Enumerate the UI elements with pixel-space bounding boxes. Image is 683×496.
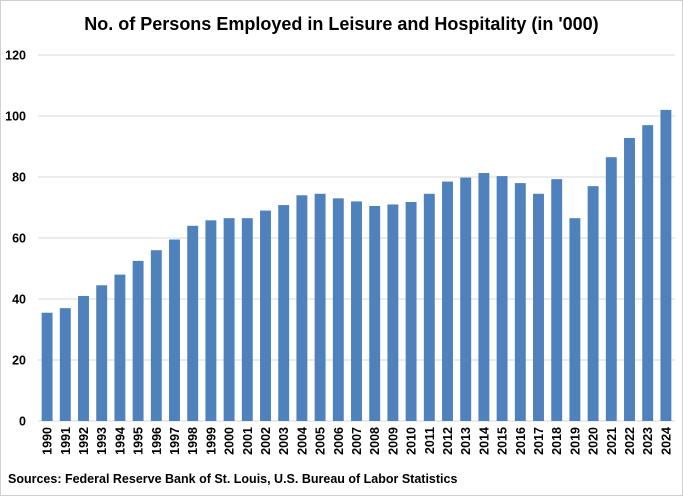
bar-2020 [587,186,599,421]
bar-2022 [624,137,635,421]
x-tick-label: 2010 [405,427,419,455]
bar-2024 [660,109,672,422]
bar-2006 [332,198,344,421]
x-tick-label: 2020 [587,427,601,455]
bar-2015 [496,176,508,421]
x-axis-tick-labels: 1990 1991 1992 1993 1994 1995 1996 1997 1998 1999… [41,427,674,455]
bar-2011 [423,193,435,421]
x-tick-label: 2009 [386,427,400,455]
x-tick-label: 1991 [59,427,73,455]
x-tick-label: 2017 [532,427,546,455]
x-tick-label: 2008 [368,427,382,455]
x-tick-label: 1995 [132,427,146,455]
x-tick-label: 2005 [314,427,328,455]
bar-2005 [314,193,326,421]
bar-2004 [296,195,308,421]
x-tick-label: 1998 [186,427,200,455]
x-tick-label: 2018 [550,427,564,455]
x-tick-label: 2022 [623,427,637,455]
x-tick-label: 1996 [150,427,164,455]
bar-1990 [41,312,53,421]
x-tick-label: 2004 [295,427,309,455]
bar-2008 [369,205,381,421]
x-tick-label: 2007 [350,427,364,455]
bar-1996 [150,250,162,421]
x-tick-label: 2006 [332,427,346,455]
y-tick-label: 80 [12,171,26,185]
bar-1993 [96,285,108,421]
bars [41,109,672,422]
bar-2000 [223,218,235,421]
x-tick-label: 2021 [605,427,619,455]
x-tick-label: 2024 [659,427,673,455]
x-tick-label: 1992 [77,427,91,455]
bar-2018 [551,179,563,421]
y-tick-label: 0 [19,415,26,429]
x-tick-label: 2016 [514,427,528,455]
x-tick-label: 1990 [41,427,55,455]
x-tick-label: 2012 [441,427,455,455]
x-tick-label: 1994 [113,427,127,455]
y-tick-label: 20 [12,354,26,368]
x-tick-label: 2002 [259,427,273,455]
bar-2017 [533,193,544,421]
x-tick-label: 1993 [95,427,109,455]
bar-2010 [405,202,417,421]
x-tick-label: 2003 [277,427,291,455]
y-tick-label: 40 [12,293,26,307]
y-axis-tick-labels: 0 20 40 60 80 100 120 [5,49,26,429]
chart-title: No. of Persons Employed in Leisure and H… [84,14,599,34]
bar-1999 [205,220,217,421]
x-tick-label: 2001 [241,427,255,455]
source-note: Sources: Federal Reserve Bank of St. Lou… [8,472,458,486]
bar-2023 [642,125,654,422]
bar-1995 [132,260,144,421]
x-tick-label: 2013 [459,427,473,455]
bar-2003 [278,205,290,421]
bar-2012 [442,181,453,421]
bar-1998 [187,225,199,421]
bar-2019 [569,218,581,421]
bar-1994 [114,274,126,421]
y-tick-label: 60 [12,232,26,246]
bar-1992 [78,295,89,421]
x-tick-label: 2000 [223,427,237,455]
bar-2009 [387,204,399,421]
x-tick-label: 2015 [496,427,510,455]
bar-2016 [514,183,526,421]
x-tick-label: 1999 [204,427,218,455]
bar-2002 [260,210,271,421]
x-tick-label: 1997 [168,427,182,455]
bar-2021 [605,157,617,422]
bar-2013 [460,177,472,421]
bar-1997 [169,239,180,421]
x-tick-label: 2019 [568,427,582,455]
bar-1991 [59,308,71,421]
bar-2014 [478,173,490,421]
bar-2001 [241,218,253,421]
x-tick-label: 2023 [641,427,655,455]
y-tick-label: 120 [5,49,26,63]
y-tick-label: 100 [5,110,26,124]
x-tick-label: 2014 [477,427,491,455]
bar-2007 [351,201,362,421]
x-tick-label: 2011 [423,427,437,454]
